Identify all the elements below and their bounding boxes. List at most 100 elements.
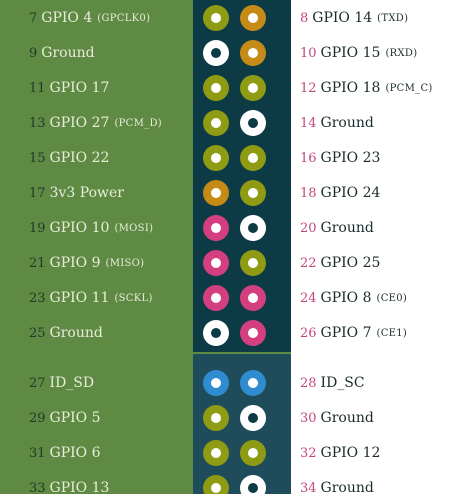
- left-pin-12-icon[interactable]: [203, 440, 229, 466]
- pin-number: 23: [29, 290, 46, 306]
- left-pin-0-icon[interactable]: [203, 5, 229, 31]
- pin-dot: [211, 48, 221, 58]
- right-pin-13-icon[interactable]: [240, 475, 266, 494]
- pin-dot: [248, 378, 258, 388]
- right-pin-row[interactable]: 32 GPIO 12: [291, 438, 452, 468]
- left-pin-row[interactable]: 23 GPIO 11 (SCKL): [0, 283, 193, 313]
- pin-dot: [248, 83, 258, 93]
- pin-dot: [211, 413, 221, 423]
- left-pin-row[interactable]: 27 ID_SD: [0, 368, 193, 398]
- pin-dot: [248, 223, 258, 233]
- pin-name: GPIO 23: [320, 150, 381, 166]
- left-pin-11-icon[interactable]: [203, 405, 229, 431]
- pin-number: 31: [29, 445, 46, 461]
- pin-dot: [211, 153, 221, 163]
- right-pin-6-icon[interactable]: [240, 215, 266, 241]
- pin-name: GPIO 12: [320, 445, 381, 461]
- right-pin-row[interactable]: 26 GPIO 7 (CE1): [291, 318, 452, 348]
- pin-name: GPIO 15: [320, 45, 381, 61]
- right-pin-0-icon[interactable]: [240, 5, 266, 31]
- right-pin-row[interactable]: 30 Ground: [291, 403, 452, 433]
- pin-function: (SCKL): [114, 292, 153, 304]
- left-pin-row[interactable]: 33 GPIO 13: [0, 473, 193, 494]
- left-pin-row[interactable]: 15 GPIO 22: [0, 143, 193, 173]
- pin-number: 29: [29, 410, 46, 426]
- pin-name: GPIO 9: [49, 255, 101, 271]
- left-pin-10-icon[interactable]: [203, 370, 229, 396]
- left-pin-row[interactable]: 31 GPIO 6: [0, 438, 193, 468]
- pin-dot: [248, 13, 258, 23]
- left-pin-row[interactable]: 9 Ground: [0, 38, 193, 68]
- pin-dot: [248, 118, 258, 128]
- left-pin-6-icon[interactable]: [203, 215, 229, 241]
- right-pin-10-icon[interactable]: [240, 370, 266, 396]
- pin-function: (RXD): [385, 47, 418, 59]
- pin-dot: [211, 328, 221, 338]
- right-pin-8-icon[interactable]: [240, 285, 266, 311]
- left-pin-5-icon[interactable]: [203, 180, 229, 206]
- odd-pins-panel: [0, 0, 193, 494]
- right-pin-row[interactable]: 10 GPIO 15 (RXD): [291, 38, 452, 68]
- right-pin-row[interactable]: 18 GPIO 24: [291, 178, 452, 208]
- pin-number: 9: [29, 45, 38, 61]
- pin-number: 26: [300, 325, 317, 341]
- pin-dot: [211, 223, 221, 233]
- right-pin-5-icon[interactable]: [240, 180, 266, 206]
- right-pin-row[interactable]: 24 GPIO 8 (CE0): [291, 283, 452, 313]
- pin-function: (PCM_D): [114, 117, 162, 129]
- right-pin-1-icon[interactable]: [240, 40, 266, 66]
- pin-name: GPIO 24: [320, 185, 381, 201]
- right-pin-row[interactable]: 34 Ground: [291, 473, 452, 494]
- pin-number: 18: [300, 185, 317, 201]
- pin-name: GPIO 17: [49, 80, 110, 96]
- right-pin-row[interactable]: 28 ID_SC: [291, 368, 452, 398]
- left-pin-3-icon[interactable]: [203, 110, 229, 136]
- left-pin-row[interactable]: 11 GPIO 17: [0, 73, 193, 103]
- right-pin-row[interactable]: 22 GPIO 25: [291, 248, 452, 278]
- left-pin-1-icon[interactable]: [203, 40, 229, 66]
- left-pin-row[interactable]: 13 GPIO 27 (PCM_D): [0, 108, 193, 138]
- pin-name: GPIO 6: [49, 445, 101, 461]
- pin-number: 28: [300, 375, 317, 391]
- left-pin-8-icon[interactable]: [203, 285, 229, 311]
- right-pin-2-icon[interactable]: [240, 75, 266, 101]
- left-pin-7-icon[interactable]: [203, 250, 229, 276]
- pin-name: GPIO 14: [312, 10, 373, 26]
- pin-number: 14: [300, 115, 317, 131]
- left-pin-row[interactable]: 29 GPIO 5: [0, 403, 193, 433]
- pin-name: GPIO 10: [49, 220, 110, 236]
- left-pin-2-icon[interactable]: [203, 75, 229, 101]
- left-pin-row[interactable]: 25 Ground: [0, 318, 193, 348]
- pin-number: 19: [29, 220, 46, 236]
- pin-number: 21: [29, 255, 46, 271]
- pin-name: Ground: [320, 220, 374, 236]
- pin-dot: [211, 448, 221, 458]
- left-pin-row[interactable]: 19 GPIO 10 (MOSI): [0, 213, 193, 243]
- left-pin-row[interactable]: 21 GPIO 9 (MISO): [0, 248, 193, 278]
- pin-name: Ground: [49, 325, 103, 341]
- right-pin-4-icon[interactable]: [240, 145, 266, 171]
- pin-dot: [211, 293, 221, 303]
- pin-dot: [248, 448, 258, 458]
- pin-number: 12: [300, 80, 317, 96]
- left-pin-row[interactable]: 7 GPIO 4 (GPCLK0): [0, 3, 193, 33]
- right-pin-11-icon[interactable]: [240, 405, 266, 431]
- right-pin-3-icon[interactable]: [240, 110, 266, 136]
- right-pin-row[interactable]: 14 Ground: [291, 108, 452, 138]
- pin-dot: [248, 413, 258, 423]
- pin-name: GPIO 7: [320, 325, 372, 341]
- left-pin-9-icon[interactable]: [203, 320, 229, 346]
- pin-dot: [248, 483, 258, 493]
- right-pin-12-icon[interactable]: [240, 440, 266, 466]
- right-pin-row[interactable]: 8 GPIO 14 (TXD): [291, 3, 452, 33]
- right-pin-row[interactable]: 12 GPIO 18 (PCM_C): [291, 73, 452, 103]
- right-pin-9-icon[interactable]: [240, 320, 266, 346]
- left-pin-4-icon[interactable]: [203, 145, 229, 171]
- right-pin-row[interactable]: 16 GPIO 23: [291, 143, 452, 173]
- left-pin-13-icon[interactable]: [203, 475, 229, 494]
- pin-name: GPIO 5: [49, 410, 101, 426]
- pin-dot: [211, 83, 221, 93]
- right-pin-7-icon[interactable]: [240, 250, 266, 276]
- right-pin-row[interactable]: 20 Ground: [291, 213, 452, 243]
- left-pin-row[interactable]: 17 3v3 Power: [0, 178, 193, 208]
